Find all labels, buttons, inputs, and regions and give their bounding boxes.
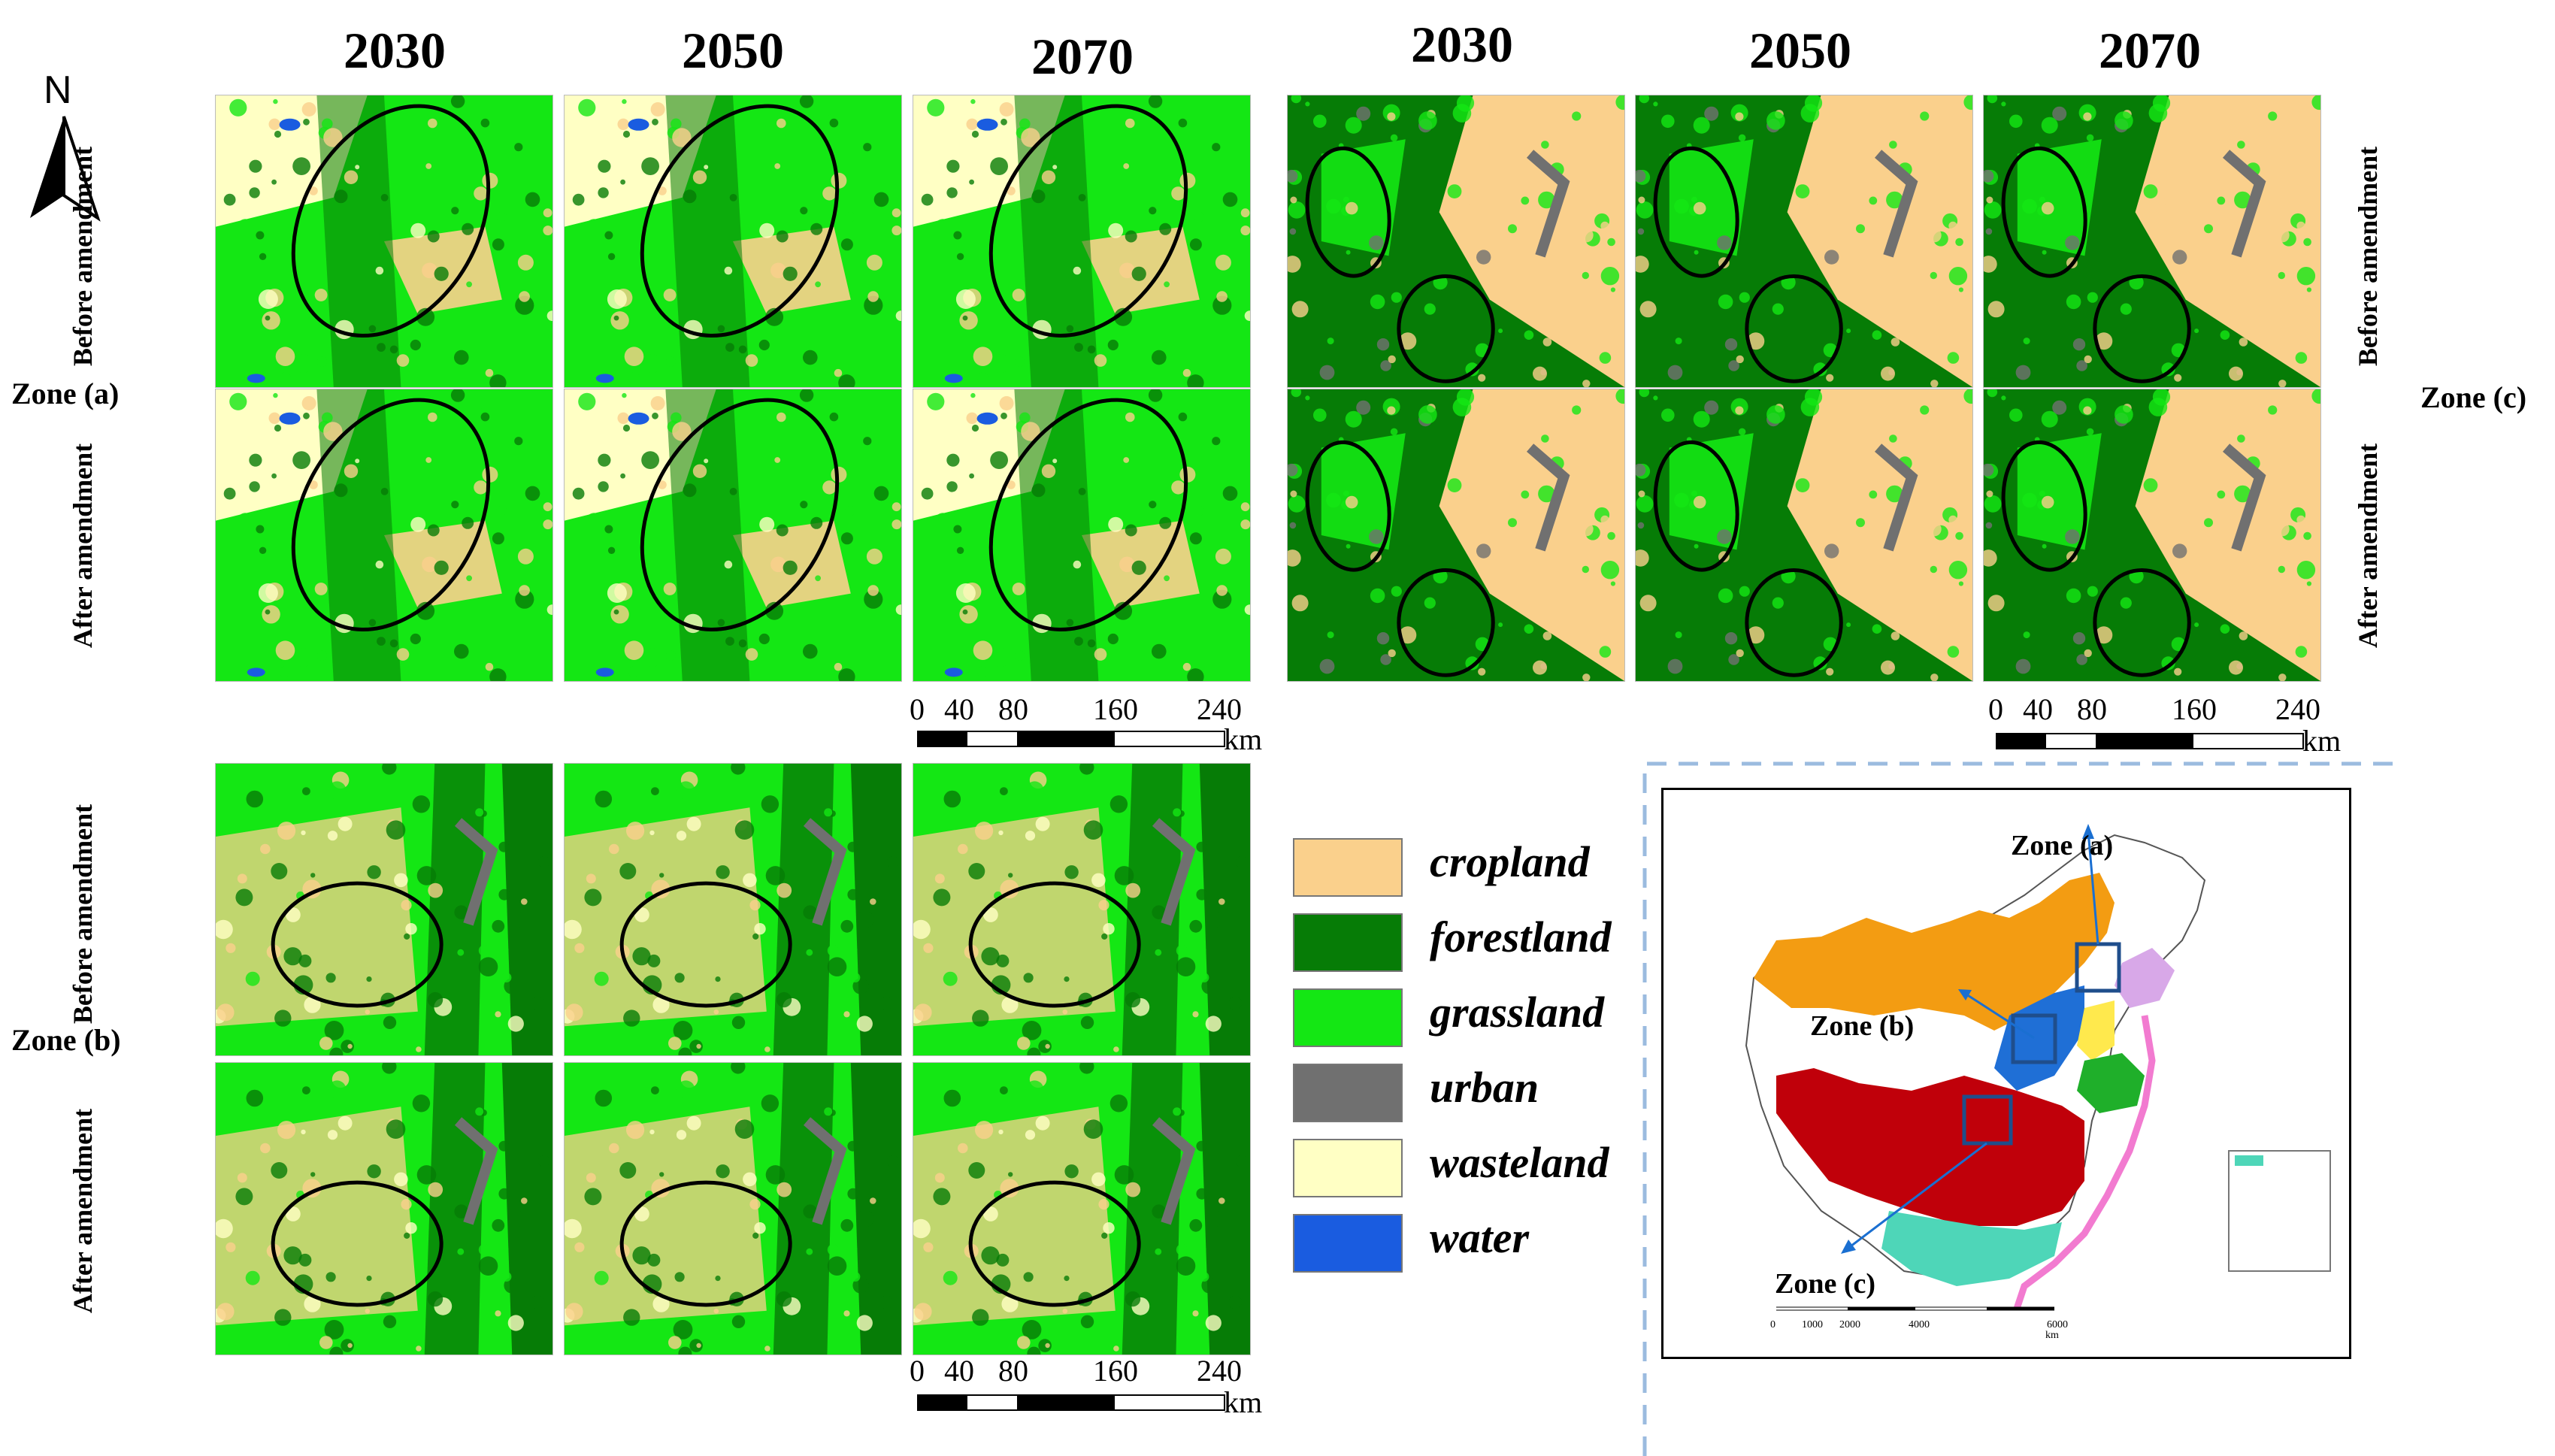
legend-swatch-wasteland [1293, 1139, 1403, 1197]
col-header-right-3: 2070 [2099, 22, 2201, 79]
col-header-left-2: 2050 [682, 22, 784, 79]
col-header-right-2: 2050 [1749, 22, 1851, 79]
scale-bar-b: 0 40 80 160 240 km [910, 1353, 1263, 1419]
legend: cropland forestland grassland urban wast… [1293, 831, 1654, 1282]
scale-unit: km [2302, 724, 2342, 758]
scale-tick-0: 0 [910, 692, 925, 726]
scale-bar-graphic [917, 731, 1225, 747]
row-label-a-before: Before amendment [68, 146, 98, 367]
region-east [2077, 1053, 2145, 1113]
map-panel-c-after-3 [1983, 389, 2321, 682]
inset-map-graphic [1745, 824, 2331, 1311]
inset-label-zone-a: Zone (a) [2011, 830, 2114, 861]
map-panel-a-before-3 [913, 95, 1251, 388]
zone-b-label: Zone (b) [11, 1023, 121, 1057]
row-label-c-after: After amendment [2353, 443, 2383, 649]
zone-c-box [1962, 1094, 2013, 1146]
north-label: N [44, 68, 72, 112]
legend-label-forestland: forestland [1430, 913, 1612, 961]
scale-unit: km [1224, 722, 1263, 756]
scale-tick-160: 160 [2172, 692, 2217, 726]
row-label-b-before: Before amendment [68, 804, 98, 1025]
inset-scale-4000: 4000 [1909, 1319, 1930, 1330]
row-label-a-after: After amendment [68, 443, 98, 649]
scale-tick-240: 240 [1197, 1354, 1242, 1388]
scale-tick-40: 40 [944, 692, 974, 726]
legend-swatch-grassland [1293, 988, 1403, 1047]
col-header-right-1: 2030 [1411, 16, 1513, 73]
north-arrow-icon [30, 116, 101, 222]
legend-swatch-water [1293, 1214, 1403, 1273]
north-arrow: N [23, 68, 105, 226]
map-panel-a-after-2 [564, 389, 902, 682]
scale-tick-160: 160 [1093, 692, 1138, 726]
inset-scale-6000: 6000 [2047, 1319, 2068, 1330]
map-panel-b-before-3 [913, 763, 1251, 1056]
legend-label-grassland: grassland [1430, 988, 1605, 1037]
scale-tick-40: 40 [944, 1354, 974, 1388]
scale-tick-0: 0 [910, 1354, 925, 1388]
map-panel-a-after-3 [913, 389, 1251, 682]
row-label-c-before: Before amendment [2353, 146, 2383, 367]
map-panel-a-after-1 [215, 389, 553, 682]
scale-tick-80: 80 [2077, 692, 2107, 726]
col-header-left-3: 2070 [1031, 28, 1134, 85]
map-panel-c-before-3 [1983, 95, 2321, 388]
region-coast [2013, 1015, 2156, 1310]
inset-scale-unit: km [2045, 1330, 2059, 1341]
inset-label-zone-c: Zone (c) [1775, 1268, 1876, 1300]
legend-swatch-forestland [1293, 913, 1403, 972]
scale-bar-c: 0 40 80 160 240 km [1988, 692, 2349, 758]
inset-scale-0: 0 [1770, 1319, 1775, 1330]
zone-b-box [2011, 1013, 2057, 1064]
inset-scale-1000: 1000 [1802, 1319, 1823, 1330]
inset-scale-2000: 2000 [1839, 1319, 1860, 1330]
scale-tick-0: 0 [1988, 692, 2003, 726]
map-panel-a-before-1 [215, 95, 553, 388]
region-central [1776, 1068, 2084, 1226]
legend-swatch-cropland [1293, 838, 1403, 897]
legend-label-water: water [1430, 1213, 1530, 1262]
region-blue [1994, 985, 2084, 1091]
legend-label-wasteland: wasteland [1430, 1138, 1609, 1187]
map-panel-b-before-1 [215, 763, 553, 1056]
region-south [1881, 1211, 2062, 1286]
scale-tick-80: 80 [998, 692, 1028, 726]
scale-bar-a: 0 40 80 160 240 km [910, 692, 1263, 756]
inset-divider [1642, 761, 2398, 1456]
col-header-left-1: 2030 [344, 22, 446, 79]
map-panel-c-after-2 [1635, 389, 1973, 682]
zone-a-label: Zone (a) [11, 377, 120, 410]
map-panel-b-before-2 [564, 763, 902, 1056]
map-panel-c-after-1 [1287, 389, 1625, 682]
inset-label-zone-b: Zone (b) [1810, 1010, 1915, 1042]
legend-swatch-urban [1293, 1064, 1403, 1122]
scale-bar-graphic [1996, 733, 2304, 749]
region-yellow [2077, 1000, 2115, 1061]
region-northeast [2115, 948, 2175, 1008]
map-panel-b-after-2 [564, 1062, 902, 1355]
legend-label-cropland: cropland [1430, 837, 1590, 886]
inset-map: Zone (a) Zone (b) Zone (c) 0 1000 2000 4… [1661, 788, 2351, 1359]
row-label-b-after: After amendment [68, 1108, 98, 1314]
scale-tick-40: 40 [2023, 692, 2053, 726]
map-panel-c-before-1 [1287, 95, 1625, 388]
scale-unit: km [1224, 1385, 1263, 1419]
map-panel-b-after-1 [215, 1062, 553, 1355]
map-panel-b-after-3 [913, 1062, 1251, 1355]
map-panel-a-before-2 [564, 95, 902, 388]
scale-tick-240: 240 [1197, 692, 1242, 726]
zone-c-label: Zone (c) [2420, 380, 2527, 414]
scale-tick-80: 80 [998, 1354, 1028, 1388]
region-north [1754, 873, 2115, 1031]
scale-tick-160: 160 [1093, 1354, 1138, 1388]
scale-tick-240: 240 [2275, 692, 2320, 726]
map-panel-c-before-2 [1635, 95, 1973, 388]
scale-bar-graphic [917, 1394, 1225, 1411]
legend-label-urban: urban [1430, 1063, 1539, 1112]
